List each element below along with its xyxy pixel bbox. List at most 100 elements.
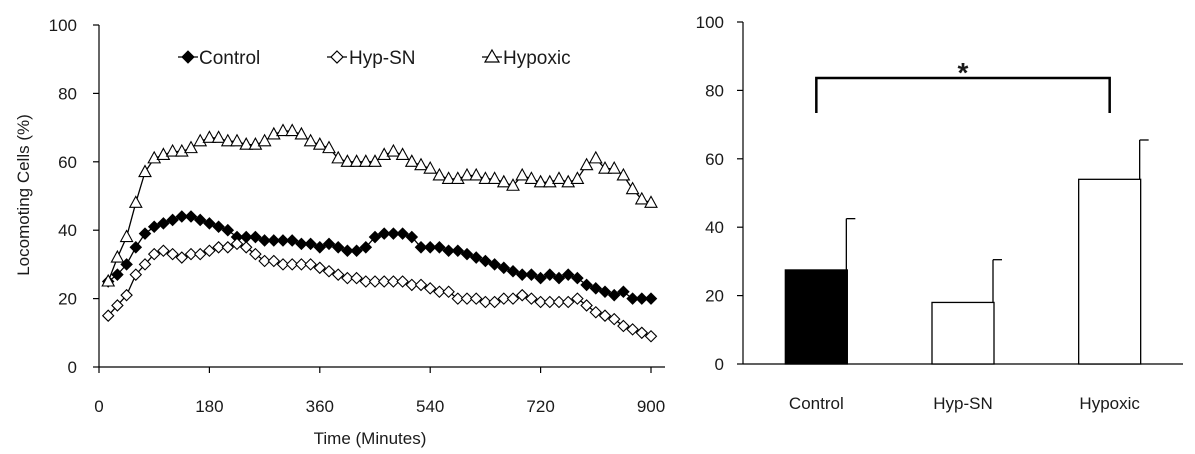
data-point-hypoxic: [561, 174, 576, 188]
data-point-hypoxic: [588, 150, 603, 164]
legend: Control Hyp-SN Hypoxic: [178, 48, 571, 69]
bar-chart-categories: Control Hyp-SN Hypoxic: [789, 394, 1140, 413]
legend-marker-control: [181, 50, 195, 64]
y-tick-label: 0: [68, 358, 77, 377]
data-point-hyp-sn: [626, 323, 639, 336]
data-point-hypoxic: [312, 137, 327, 150]
data-point-control: [617, 285, 630, 299]
data-point-hypoxic: [524, 171, 539, 184]
line-chart-x-ticks: 0 180 360 540 720 900: [94, 367, 665, 416]
data-point-hyp-sn: [230, 237, 244, 251]
line-chart-axes: [98, 25, 665, 368]
data-point-hyp-sn: [644, 329, 658, 343]
data-point-hyp-sn: [341, 271, 354, 285]
data-point-control: [341, 244, 354, 257]
data-point-hypoxic: [533, 174, 548, 188]
data-point-hyp-sn: [423, 282, 437, 295]
bar-hyp-sn: [931, 301, 995, 365]
bar-chart-y-ticks: 0 20 40 60 80 100: [696, 13, 743, 374]
series-hyp-sn: [101, 237, 658, 343]
data-point-control: [221, 223, 235, 237]
data-point-hypoxic: [579, 157, 594, 171]
data-point-hyp-sn: [157, 244, 170, 257]
bar-y-tick-label: 40: [705, 218, 724, 237]
data-point-control: [350, 244, 363, 257]
data-point-control: [497, 261, 511, 275]
data-point-hyp-sn: [212, 241, 225, 254]
data-point-control: [157, 217, 170, 230]
legend-item-control: Control: [178, 48, 260, 69]
data-point-hypoxic: [460, 167, 474, 181]
data-point-hypoxic: [644, 195, 658, 208]
data-point-hypoxic: [248, 137, 263, 150]
data-point-control: [525, 268, 538, 281]
data-point-hypoxic: [496, 174, 511, 188]
data-point-hyp-sn: [598, 309, 612, 322]
data-point-control: [147, 220, 161, 234]
data-point-hypoxic: [110, 249, 125, 263]
data-point-control: [571, 271, 584, 285]
data-point-hyp-sn: [203, 244, 216, 257]
data-point-hyp-sn: [469, 292, 483, 305]
data-point-hypoxic: [128, 195, 143, 208]
data-point-hypoxic: [598, 160, 612, 174]
data-point-hyp-sn: [515, 288, 529, 302]
data-point-control: [396, 227, 409, 240]
data-point-hypoxic: [211, 130, 226, 143]
data-point-control: [644, 292, 658, 305]
data-point-hyp-sn: [561, 295, 575, 309]
data-point-hypoxic: [625, 181, 640, 195]
bar-chart-bars: [784, 139, 1149, 365]
data-point-hyp-sn: [129, 268, 143, 281]
data-point-hypoxic: [469, 167, 484, 181]
data-point-hyp-sn: [497, 292, 511, 305]
line-chart-y-ticks: 0 20 40 60 80 100: [49, 16, 99, 377]
data-point-hypoxic: [165, 143, 180, 157]
legend-marker-hyp-sn: [330, 50, 344, 64]
data-point-hyp-sn: [193, 247, 207, 261]
data-point-hypoxic: [570, 171, 585, 184]
data-point-control: [561, 268, 575, 281]
data-point-hyp-sn: [433, 285, 446, 299]
data-point-hyp-sn: [543, 295, 557, 309]
data-point-control: [267, 234, 281, 247]
bar-group-hyp-sn: [931, 259, 1002, 365]
data-point-control: [552, 271, 566, 285]
data-point-hyp-sn: [525, 292, 538, 305]
data-point-hypoxic: [441, 171, 456, 184]
data-point-hypoxic: [294, 126, 309, 140]
data-point-hyp-sn: [322, 264, 336, 278]
data-point-control: [607, 288, 621, 302]
data-point-hypoxic: [386, 143, 401, 157]
data-point-hyp-sn: [331, 268, 345, 281]
x-tick-label: 0: [94, 397, 103, 416]
data-point-control: [414, 241, 428, 254]
data-point-hyp-sn: [396, 275, 409, 288]
data-point-hypoxic: [542, 174, 557, 188]
data-point-control: [313, 241, 327, 254]
y-tick-label: 100: [49, 16, 77, 35]
data-point-control: [212, 220, 225, 234]
data-point-hyp-sn: [405, 278, 419, 292]
data-point-hypoxic: [174, 143, 189, 157]
data-point-hypoxic: [266, 126, 281, 140]
data-point-hyp-sn: [184, 247, 198, 261]
data-point-hypoxic: [322, 140, 336, 154]
data-point-hyp-sn: [506, 292, 520, 305]
data-point-control: [276, 234, 290, 247]
data-point-control: [515, 268, 529, 281]
data-point-control: [506, 264, 520, 278]
data-point-hyp-sn: [276, 258, 290, 271]
data-point-control: [295, 237, 308, 251]
data-point-hypoxic: [138, 164, 152, 178]
data-point-control: [193, 213, 207, 227]
x-tick-label: 540: [416, 397, 444, 416]
data-point-hyp-sn: [359, 275, 373, 288]
series-hypoxic: [101, 123, 658, 287]
data-point-hypoxic: [414, 157, 428, 171]
data-point-control: [442, 244, 455, 257]
data-point-control: [534, 271, 547, 285]
data-point-hyp-sn: [101, 309, 115, 322]
data-point-hypoxic: [634, 191, 649, 205]
data-point-control: [479, 254, 492, 268]
